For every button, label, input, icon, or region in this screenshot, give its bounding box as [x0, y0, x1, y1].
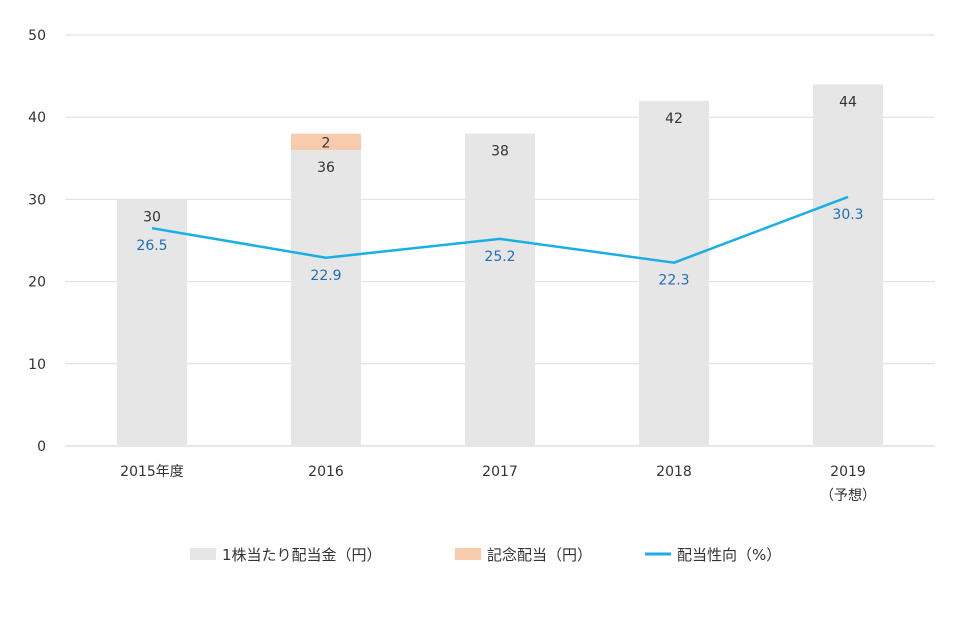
x-tick-label: 2019: [830, 464, 866, 480]
payout-ratio-line: [151, 195, 849, 264]
payout-ratio-label: 26.5: [136, 238, 167, 254]
payout-ratio-label: 30.3: [832, 207, 863, 223]
legend: 1株当たり配当金（円） 記念配当（円） 配当性向（%）: [190, 546, 781, 564]
dividend-bar-label: 44: [839, 94, 857, 110]
y-tick-label: 50: [28, 28, 46, 44]
dividend-bar: [465, 133, 535, 446]
bar-labels: 30 36 2 38 42 44: [143, 94, 857, 225]
y-tick-label: 10: [28, 357, 46, 373]
dividend-bar: [813, 84, 883, 446]
x-tick-label: 2018: [656, 464, 692, 480]
y-tick-label: 20: [28, 275, 46, 291]
y-axis: 0 10 20 30 40 50: [28, 28, 46, 455]
y-tick-label: 40: [28, 110, 46, 126]
line-labels: 26.5 22.9 25.2 22.3 30.3: [136, 207, 863, 289]
legend-payout-ratio-label: 配当性向（%）: [677, 546, 781, 564]
bars: [117, 84, 883, 446]
x-axis: 2015年度 2016 2017 2018 2019 （予想）: [120, 464, 876, 504]
x-tick-label: 2016: [308, 464, 344, 480]
dividend-bar-label: 38: [491, 144, 509, 160]
dividend-bar: [291, 150, 361, 446]
payout-ratio-label: 25.2: [484, 249, 515, 265]
dividend-bar-label: 42: [665, 111, 683, 127]
dividend-bar: [639, 100, 709, 446]
x-tick-label: 2015年度: [120, 464, 184, 480]
dividend-bar-label: 36: [317, 160, 335, 176]
legend-dividend-label: 1株当たり配当金（円）: [222, 546, 382, 564]
payout-ratio-label: 22.9: [310, 268, 341, 284]
dividend-bar-label: 30: [143, 209, 161, 225]
legend-commemorative-label: 記念配当（円）: [487, 546, 592, 564]
x-tick-sublabel: （予想）: [820, 488, 876, 504]
payout-line: [151, 195, 849, 264]
y-tick-label: 30: [28, 192, 46, 208]
y-tick-label: 0: [37, 439, 46, 455]
legend-commemorative-swatch: [455, 548, 481, 560]
commemorative-bar-label: 2: [322, 136, 331, 152]
legend-dividend-swatch: [190, 548, 216, 560]
commemorative-bar: [291, 133, 361, 151]
dividend-bar: [117, 199, 187, 446]
x-tick-label: 2017: [482, 464, 518, 480]
payout-ratio-label: 22.3: [658, 273, 689, 289]
